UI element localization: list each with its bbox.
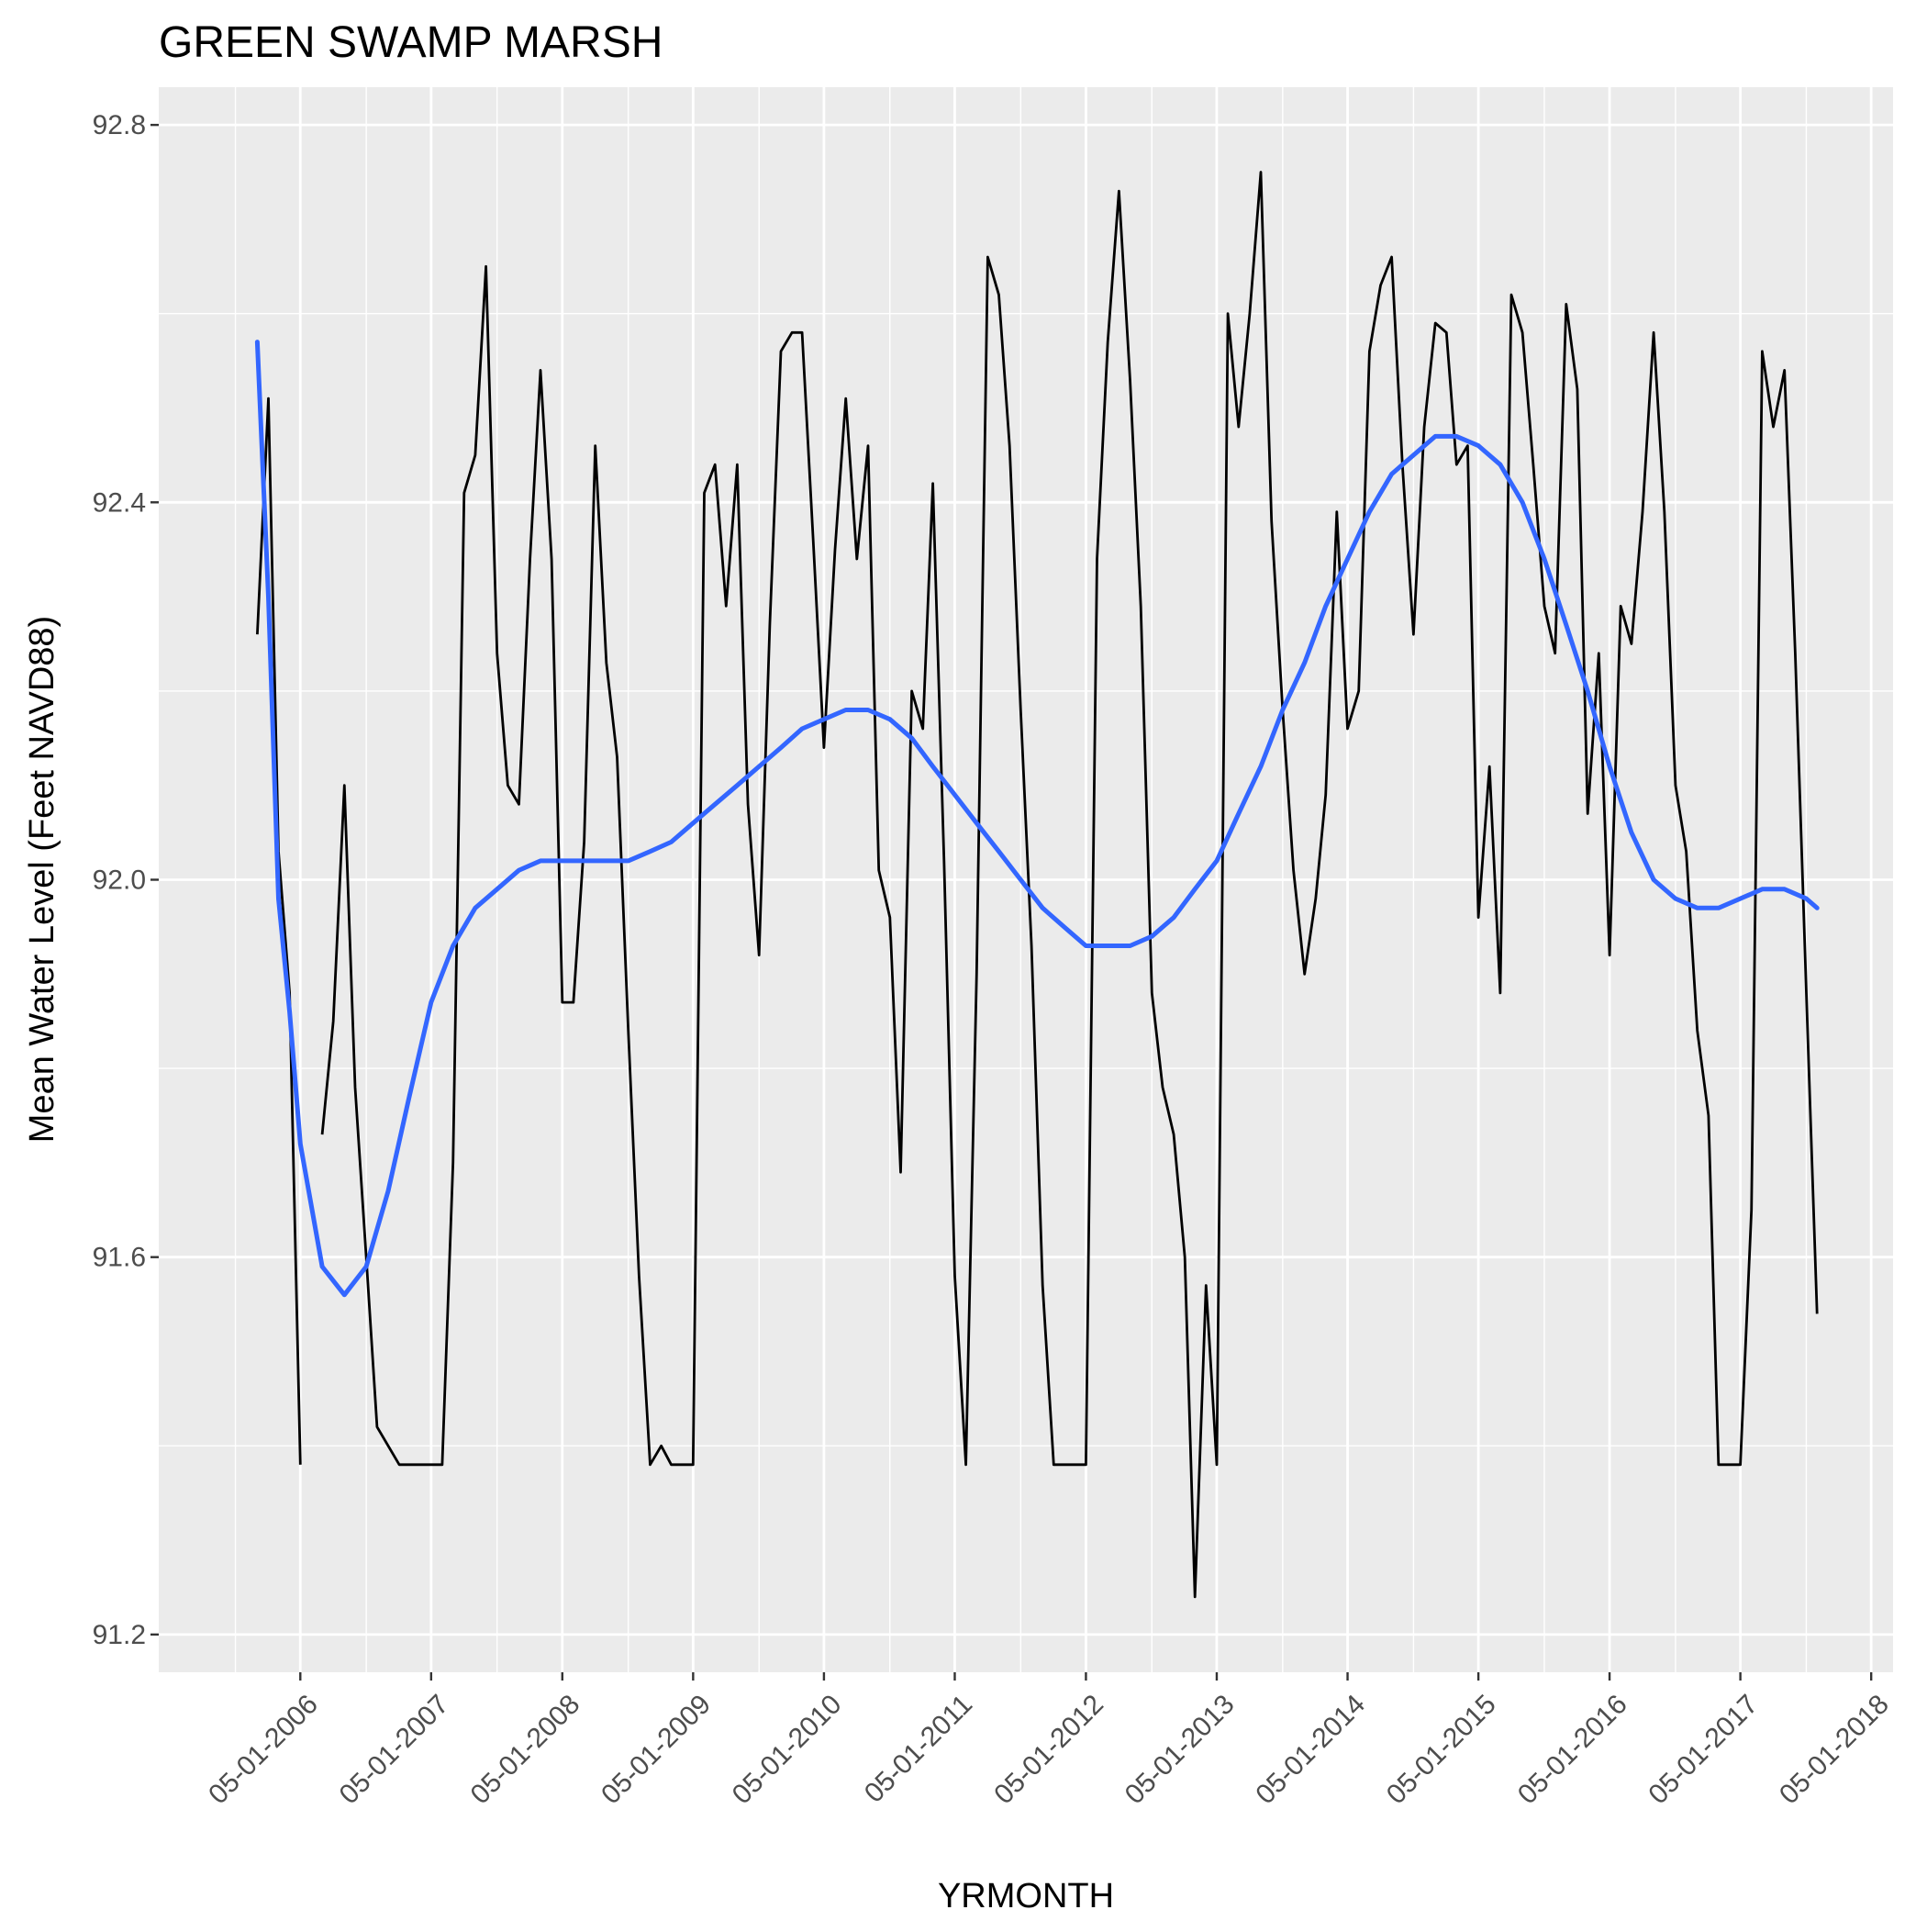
x-tick-label: 05-01-2016 bbox=[1512, 1689, 1633, 1810]
smooth-trend-line bbox=[254, 340, 1820, 1298]
y-tick-label: 92.0 bbox=[93, 865, 146, 896]
x-tick-label: 05-01-2014 bbox=[1250, 1689, 1371, 1810]
chart-title: GREEN SWAMP MARSH bbox=[159, 18, 663, 67]
x-tick-label: 05-01-2017 bbox=[1643, 1689, 1764, 1810]
x-tick-label: 05-01-2008 bbox=[465, 1689, 586, 1810]
x-tick-label: 05-01-2012 bbox=[988, 1689, 1109, 1810]
x-tick-label: 05-01-2018 bbox=[1774, 1689, 1895, 1810]
y-axis-title: Mean Water Level (Feet NAVD88) bbox=[23, 616, 61, 1143]
x-tick-label: 05-01-2006 bbox=[203, 1689, 324, 1810]
x-axis-title: YRMONTH bbox=[938, 1877, 1114, 1915]
x-tick-label: 05-01-2015 bbox=[1381, 1689, 1502, 1810]
y-tick-label: 92.8 bbox=[93, 110, 146, 140]
x-axis: 05-01-2006 05-01-2007 05-01-2008 05-01-2009… bbox=[203, 1672, 1895, 1810]
x-tick-label: 05-01-2011 bbox=[859, 1689, 978, 1808]
y-axis: 91.2 91.6 92.0 92.4 92.8 bbox=[93, 110, 159, 1650]
x-tick-label: 05-01-2009 bbox=[596, 1689, 717, 1810]
y-tick-label: 91.2 bbox=[93, 1620, 146, 1650]
observed-series-line bbox=[320, 171, 1819, 1599]
x-tick-label: 05-01-2013 bbox=[1119, 1689, 1241, 1810]
y-tick-label: 91.6 bbox=[93, 1243, 146, 1273]
x-tick-label: 05-01-2010 bbox=[727, 1689, 848, 1810]
y-tick-label: 92.4 bbox=[93, 487, 146, 518]
series-layer bbox=[254, 171, 1820, 1599]
x-tick-label: 05-01-2007 bbox=[334, 1689, 455, 1810]
